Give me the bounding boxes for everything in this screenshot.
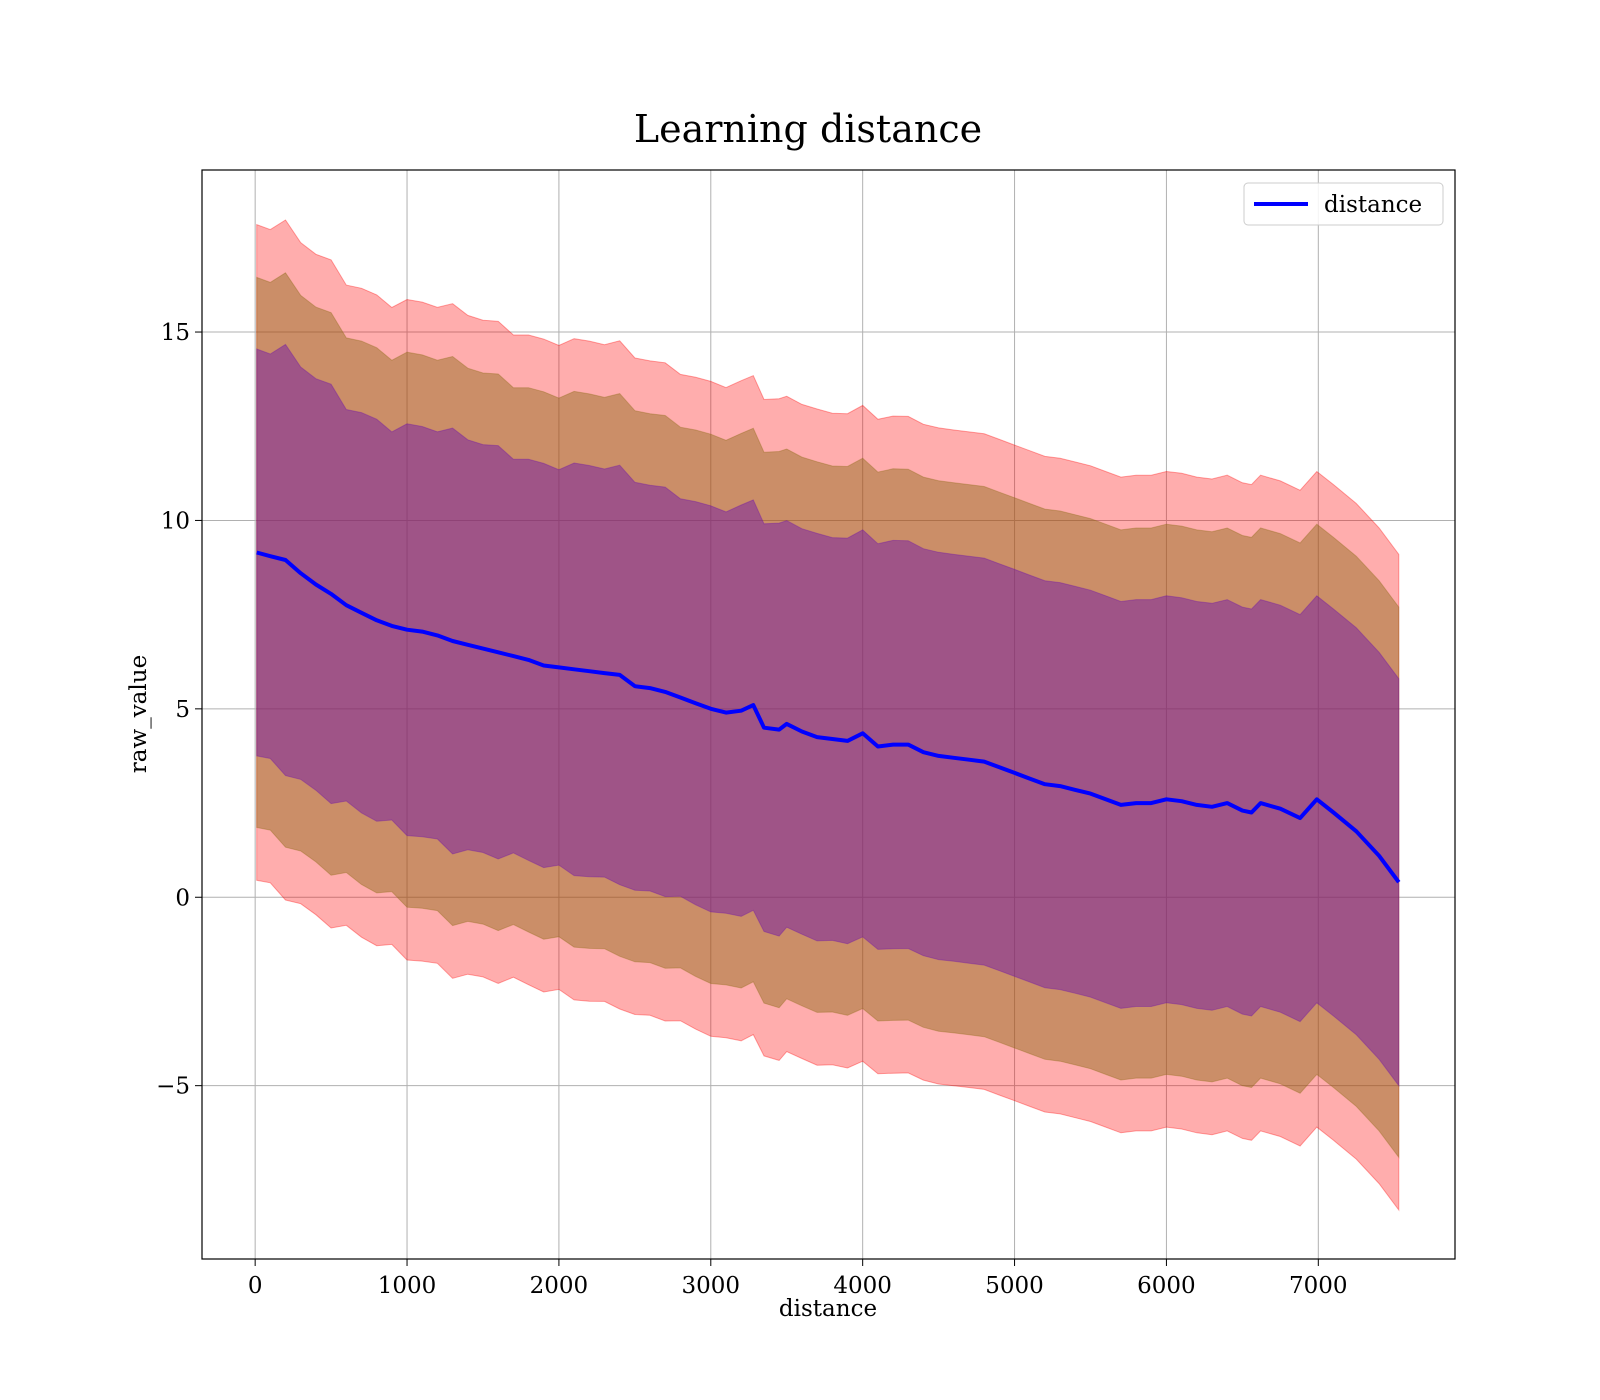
y-axis-label: raw_value [126,655,152,773]
chart-title: Learning distance [634,107,982,151]
series-line-distance [256,550,1401,884]
x-tick-label: 0 [248,1273,263,1299]
series-lines [256,550,1401,884]
x-tick-label: 6000 [1137,1273,1196,1299]
y-tick-label: 0 [175,885,190,911]
legend-entry-distance: distance [1324,192,1422,218]
y-axis-ticks: −5 0 5 10 15 [156,320,202,1100]
x-axis-label: distance [779,1296,877,1322]
x-tick-label: 3000 [682,1273,741,1299]
x-tick-label: 1000 [378,1273,437,1299]
band-outer [256,219,1400,1212]
legend: distance [1243,182,1444,226]
y-tick-label: 10 [161,508,190,534]
y-tick-label: 15 [161,320,190,346]
grid-lines [202,170,1455,1259]
x-tick-label: 7000 [1289,1273,1348,1299]
plot-frame [201,169,1456,1260]
band-middle [256,272,1400,1159]
band-inner [256,343,1400,1088]
legend-box [1243,182,1444,226]
y-tick-label: −5 [156,1074,190,1100]
x-tick-label: 2000 [530,1273,589,1299]
y-tick-label: 5 [175,697,190,723]
x-axis-ticks: 0 1000 2000 3000 4000 5000 6000 7000 [248,1259,1348,1299]
confidence-bands [256,219,1400,1212]
x-tick-label: 5000 [985,1273,1044,1299]
x-tick-label: 4000 [833,1273,892,1299]
